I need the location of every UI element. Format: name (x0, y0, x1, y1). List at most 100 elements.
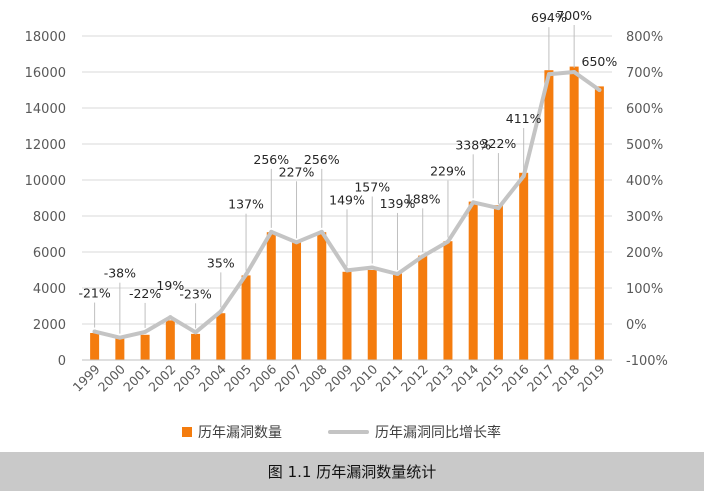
growth-rate-point (597, 88, 602, 92)
growth-rate-point (168, 315, 173, 320)
growth-rate-point (117, 335, 122, 340)
data-label: 19% (156, 278, 184, 293)
bar (241, 275, 251, 360)
data-label: 137% (228, 197, 264, 212)
bar (90, 333, 100, 360)
x-tick-label: 2018 (549, 361, 582, 394)
x-tick-label: 2014 (448, 361, 481, 394)
x-tick-label: 2003 (171, 362, 204, 395)
x-tick-label: 2008 (297, 361, 330, 394)
data-label: 700% (556, 8, 592, 23)
data-label: 35% (207, 255, 235, 270)
growth-rate-point (193, 330, 198, 335)
growth-rate-point (370, 265, 375, 270)
y-right-tick-label: 600% (626, 102, 663, 117)
bar (191, 333, 201, 360)
growth-rate-line (92, 70, 602, 340)
x-tick-label: 2013 (423, 362, 456, 395)
growth-rate-point (345, 268, 349, 273)
growth-rate-point (395, 271, 400, 276)
growth-rate-point (92, 329, 97, 334)
y-left-tick-label: 2000 (33, 318, 66, 333)
growth-rate-point (445, 239, 450, 244)
y-left-tick-label: 12000 (25, 138, 66, 153)
legend-bar-swatch (182, 427, 192, 437)
bar (493, 205, 503, 360)
bar (140, 334, 150, 360)
bar (292, 241, 302, 360)
bar (468, 201, 478, 360)
data-label: 411% (506, 111, 542, 126)
y-right-tick-label: 800% (626, 30, 663, 45)
data-label: 157% (354, 179, 390, 194)
growth-rate-point (218, 309, 223, 314)
y-left-tick-label: 0 (58, 354, 66, 369)
y-right-tick-label: -100% (626, 354, 668, 369)
data-label: 694% (531, 10, 567, 25)
y-axis-right: -100% 0% 100% 200% 300% 400% 500% 600% 700% 800% (626, 30, 668, 369)
y-right-tick-label: 700% (626, 66, 663, 81)
y-left-tick-label: 6000 (33, 246, 66, 261)
bar (418, 255, 428, 360)
data-label: 149% (329, 192, 365, 207)
data-label: -38% (104, 266, 136, 281)
y-right-tick-label: 400% (626, 174, 663, 189)
bar (165, 320, 175, 360)
bar (594, 86, 604, 361)
x-tick-label: 2009 (322, 361, 355, 394)
x-tick-label: 2006 (246, 361, 279, 394)
data-label: 338% (455, 137, 491, 152)
data-label: 256% (304, 152, 340, 167)
bar (317, 232, 327, 360)
growth-rate-point (269, 229, 274, 234)
data-label: -21% (78, 286, 110, 301)
y-right-tick-label: 300% (626, 210, 663, 225)
growth-rate-point (244, 272, 249, 277)
x-tick-label: 2011 (372, 362, 405, 395)
bar (342, 271, 352, 360)
chart: -21% -38% -22%19%-23% 35% 137% 256%227%256% 14… (25, 8, 668, 441)
figure-caption: 图 1.1 历年漏洞数量统计 (267, 463, 437, 481)
y-left-tick-label: 18000 (25, 30, 66, 45)
x-tick-label: 2019 (574, 361, 607, 394)
x-tick-label: 1999 (70, 361, 103, 394)
data-label: -22% (129, 286, 161, 301)
x-tick-label: 2004 (196, 361, 229, 394)
bar (569, 66, 579, 360)
data-label: 139% (380, 196, 416, 211)
growth-rate-point (471, 200, 476, 205)
y-left-tick-label: 4000 (33, 282, 66, 297)
data-label: 650% (582, 54, 618, 69)
data-label: 188% (405, 191, 441, 206)
x-tick-label: 2007 (272, 362, 305, 395)
y-right-tick-label: 0% (626, 318, 647, 333)
growth-rate-point (420, 254, 425, 259)
y-right-tick-label: 100% (626, 282, 663, 297)
x-tick-label: 2002 (145, 362, 178, 395)
growth-rate-point (294, 240, 299, 245)
data-label: 227% (279, 164, 315, 179)
bar (115, 338, 125, 360)
growth-rate-labels: -21% -38% -22%19%-23% 35% 137% 256%227%256% 14… (78, 8, 617, 334)
bar (443, 241, 453, 360)
growth-rate-point (521, 174, 526, 179)
y-left-tick-label: 14000 (25, 102, 66, 117)
bar (392, 273, 402, 360)
growth-rate-point (143, 329, 148, 334)
y-axis-left: 0 2000 4000 6000 8000 10000 12000 14000 16000 180… (25, 30, 66, 369)
x-axis: 1999200020012002200320042005200620072008… (70, 359, 612, 395)
x-tick-label: 2005 (221, 362, 254, 395)
bar (367, 270, 377, 360)
x-tick-label: 2001 (120, 362, 153, 395)
y-left-tick-label: 8000 (33, 210, 66, 225)
x-tick-label: 2015 (473, 362, 506, 395)
x-tick-label: 2017 (524, 362, 557, 395)
y-right-tick-label: 500% (626, 138, 663, 153)
data-label: 256% (253, 152, 289, 167)
data-label: 322% (481, 136, 517, 151)
bar (519, 172, 529, 360)
bars (90, 66, 604, 361)
legend: 历年漏洞数量 历年漏洞同比增长率 (182, 424, 501, 441)
data-label: -23% (179, 286, 211, 301)
x-tick-label: 2000 (95, 361, 128, 394)
